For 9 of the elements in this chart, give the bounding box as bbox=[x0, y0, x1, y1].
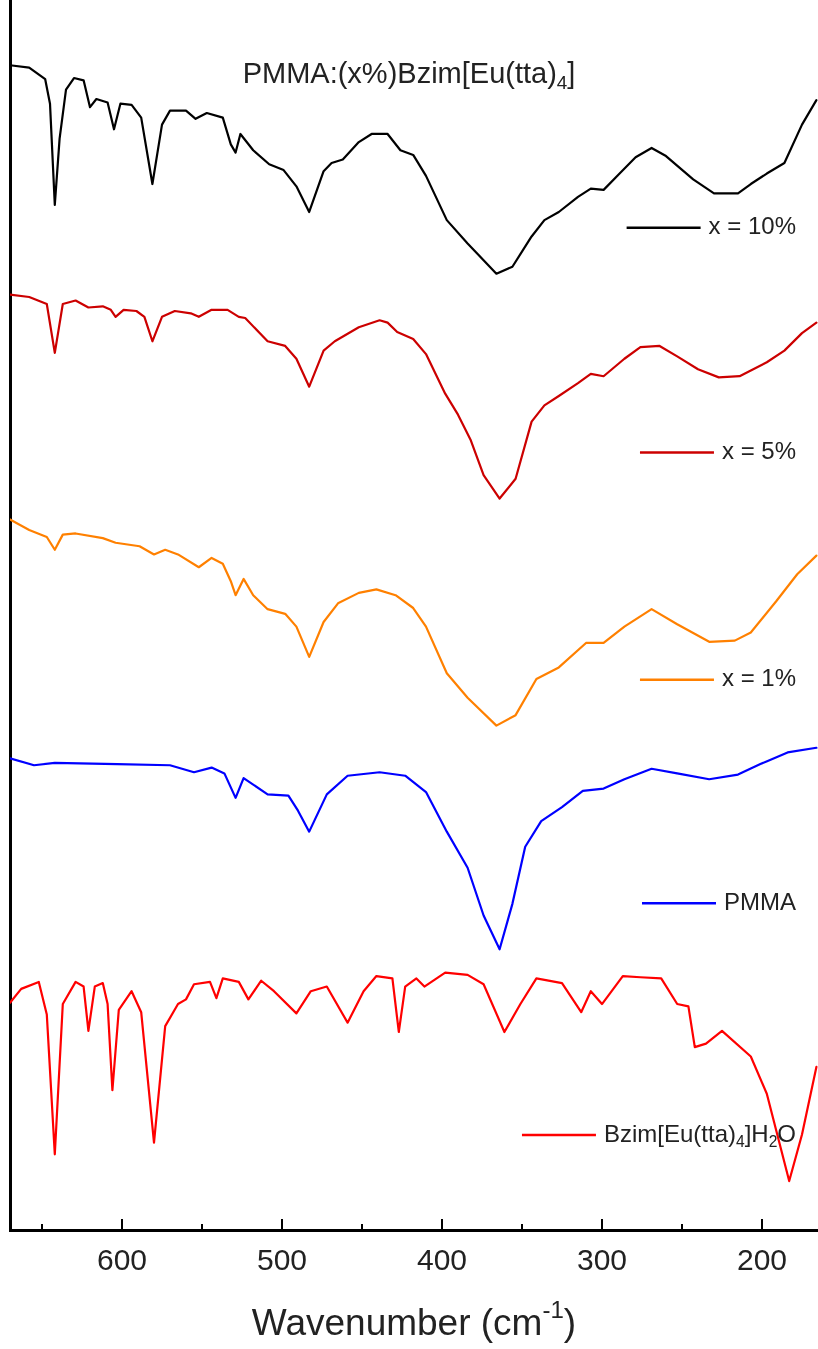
legend-label: x = 5% bbox=[721, 437, 797, 465]
x-tick-label: 300 bbox=[576, 1243, 628, 1277]
legend-label: x = 10% bbox=[708, 212, 796, 240]
x-tick-label: 500 bbox=[256, 1243, 308, 1277]
x-tick-label: 600 bbox=[96, 1243, 148, 1277]
legend-label: PMMA bbox=[724, 887, 796, 915]
x-tick-label: 200 bbox=[736, 1243, 788, 1277]
legend-label: x = 1% bbox=[721, 664, 797, 692]
x-tick-label: 400 bbox=[416, 1243, 468, 1277]
